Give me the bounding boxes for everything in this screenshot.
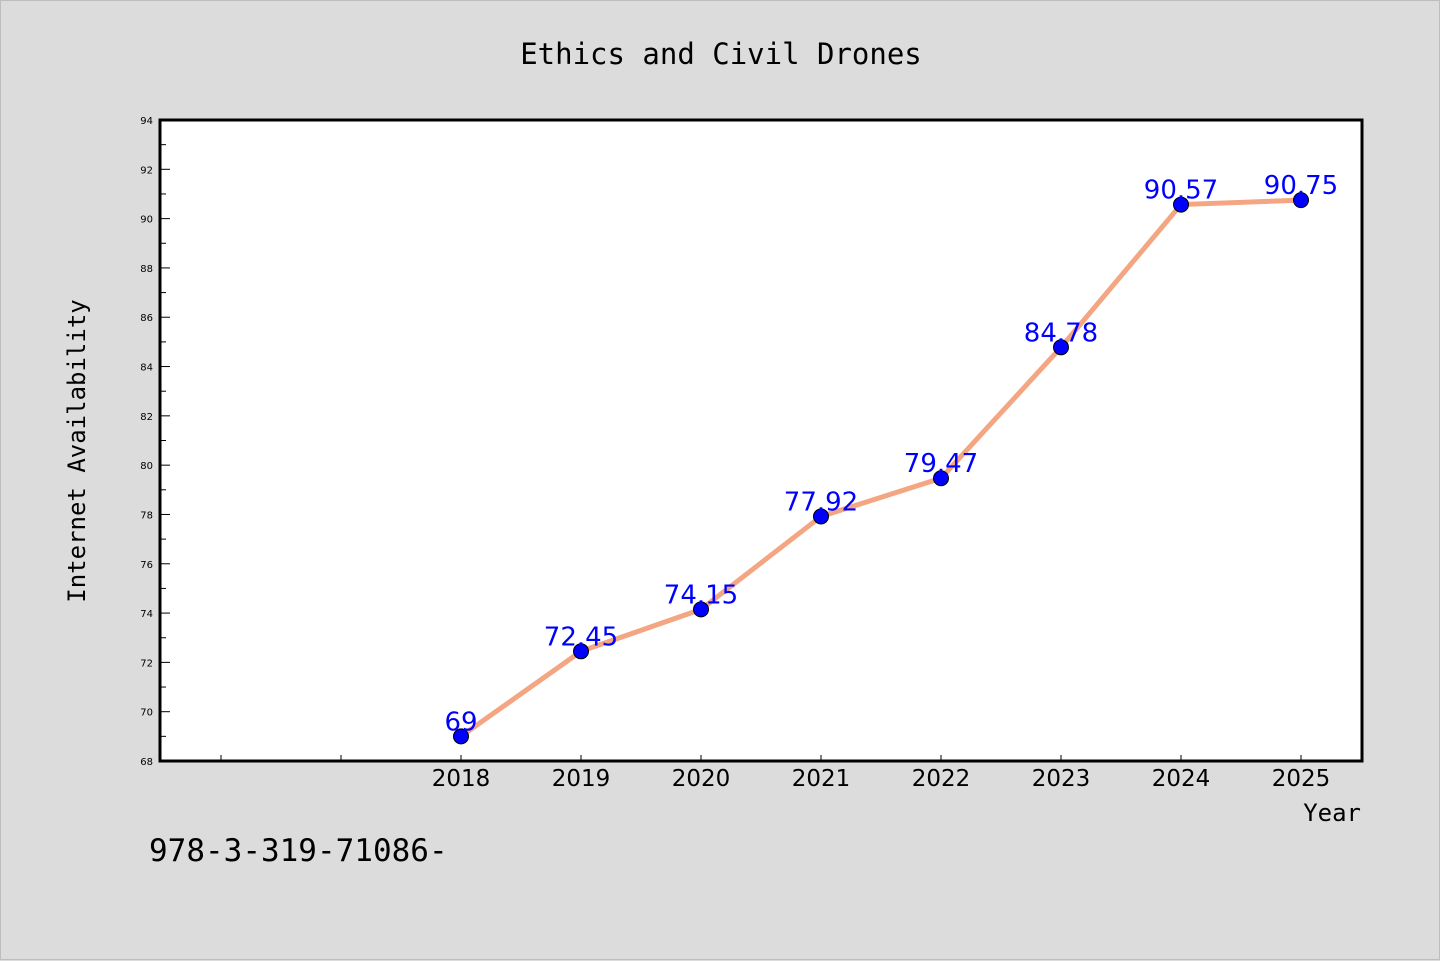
x-tick-label: 2020 [672, 766, 731, 792]
y-tick-label: 82 [140, 412, 153, 423]
y-tick-label: 68 [140, 757, 153, 768]
y-axis-title: Internet Availability [63, 299, 91, 602]
y-tick-label: 74 [140, 609, 153, 620]
y-tick-label: 70 [140, 708, 153, 719]
chart-title: Ethics and Civil Drones [520, 37, 922, 71]
data-point [813, 508, 829, 525]
data-labels: 69 72.45 74.15 77.92 79.47 84.78 90.57 90.75 [444, 171, 1338, 737]
y-tick-label: 86 [140, 313, 153, 324]
y-tick-label: 94 [140, 116, 153, 127]
data-label: 77.92 [784, 487, 858, 517]
y-tick-label: 88 [140, 264, 153, 275]
y-tick-label: 84 [140, 363, 153, 374]
plot-frame [158, 118, 1364, 763]
data-label: 90.75 [1264, 171, 1338, 201]
x-tick-label: 2021 [792, 766, 851, 792]
data-point [1293, 192, 1309, 209]
data-label: 84.78 [1024, 318, 1098, 348]
y-tick-label: 78 [140, 510, 153, 521]
data-point [1173, 196, 1189, 213]
x-tick-label: 2024 [1152, 766, 1211, 792]
y-tick-label: 90 [140, 215, 153, 226]
x-tick-labels: 2018 2019 2020 2021 2022 2023 2024 2025 [432, 766, 1331, 792]
data-label: 72.45 [544, 622, 618, 652]
y-tick-labels: 68 70 72 74 76 78 80 82 84 86 88 90 92 94 [140, 116, 153, 768]
data-point [1053, 339, 1069, 356]
plot-area [160, 120, 1362, 761]
x-tick-label: 2025 [1272, 766, 1331, 792]
data-point [453, 728, 469, 745]
data-point [573, 643, 589, 660]
data-point [933, 470, 949, 487]
data-label: 74.15 [664, 580, 738, 610]
x-tick-label: 2022 [912, 766, 971, 792]
x-tick-label: 2023 [1032, 766, 1091, 792]
data-label: 69 [444, 707, 477, 737]
series-group [453, 192, 1309, 745]
y-tick-label: 80 [140, 461, 153, 472]
x-axis-title: Year [1303, 799, 1361, 827]
series-line [458, 197, 1304, 739]
data-point [693, 601, 709, 618]
isbn-text: 978-3-319-71086- [149, 833, 448, 869]
y-tick-label: 92 [140, 165, 153, 176]
x-tick-label: 2019 [552, 766, 611, 792]
x-tick-label: 2018 [432, 766, 491, 792]
data-label: 79.47 [904, 449, 978, 479]
data-label: 90.57 [1144, 176, 1218, 206]
y-tick-label: 72 [140, 658, 153, 669]
y-tick-label: 76 [140, 560, 153, 571]
